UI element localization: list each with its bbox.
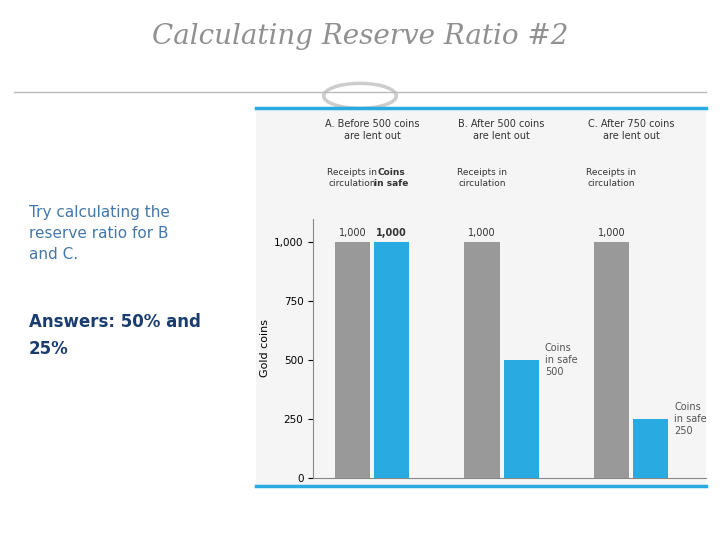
Bar	[594, 242, 629, 478]
Text: 1,000: 1,000	[468, 228, 496, 238]
Y-axis label: Gold coins: Gold coins	[260, 319, 270, 377]
Text: B. After 500 coins
are lent out: B. After 500 coins are lent out	[459, 119, 545, 141]
Bar	[503, 360, 539, 478]
Bar	[633, 419, 668, 478]
Bar	[335, 242, 370, 478]
Text: Answers: 50% and
25%: Answers: 50% and 25%	[29, 313, 201, 357]
Text: A. Before 500 coins
are lent out: A. Before 500 coins are lent out	[325, 119, 419, 141]
Text: Calculating Reserve Ratio #2: Calculating Reserve Ratio #2	[152, 23, 568, 50]
Text: 13-17: 13-17	[655, 519, 691, 532]
Text: Try calculating the
reserve ratio for B
and C.: Try calculating the reserve ratio for B …	[29, 205, 170, 262]
Text: Coins
in safe: Coins in safe	[374, 168, 409, 187]
Text: Coins
in safe
500: Coins in safe 500	[545, 343, 577, 377]
Text: Coins
in safe
250: Coins in safe 250	[674, 402, 707, 436]
Text: 1,000: 1,000	[338, 228, 366, 238]
Text: 1,000: 1,000	[598, 228, 625, 238]
Bar	[374, 242, 410, 478]
Text: Receipts in
circulation: Receipts in circulation	[328, 168, 377, 187]
Text: C. After 750 coins
are lent out: C. After 750 coins are lent out	[588, 119, 675, 141]
Text: Receipts in
circulation: Receipts in circulation	[586, 168, 636, 187]
Bar	[464, 242, 500, 478]
Text: Receipts in
circulation: Receipts in circulation	[457, 168, 507, 187]
Text: 1,000: 1,000	[377, 228, 407, 238]
